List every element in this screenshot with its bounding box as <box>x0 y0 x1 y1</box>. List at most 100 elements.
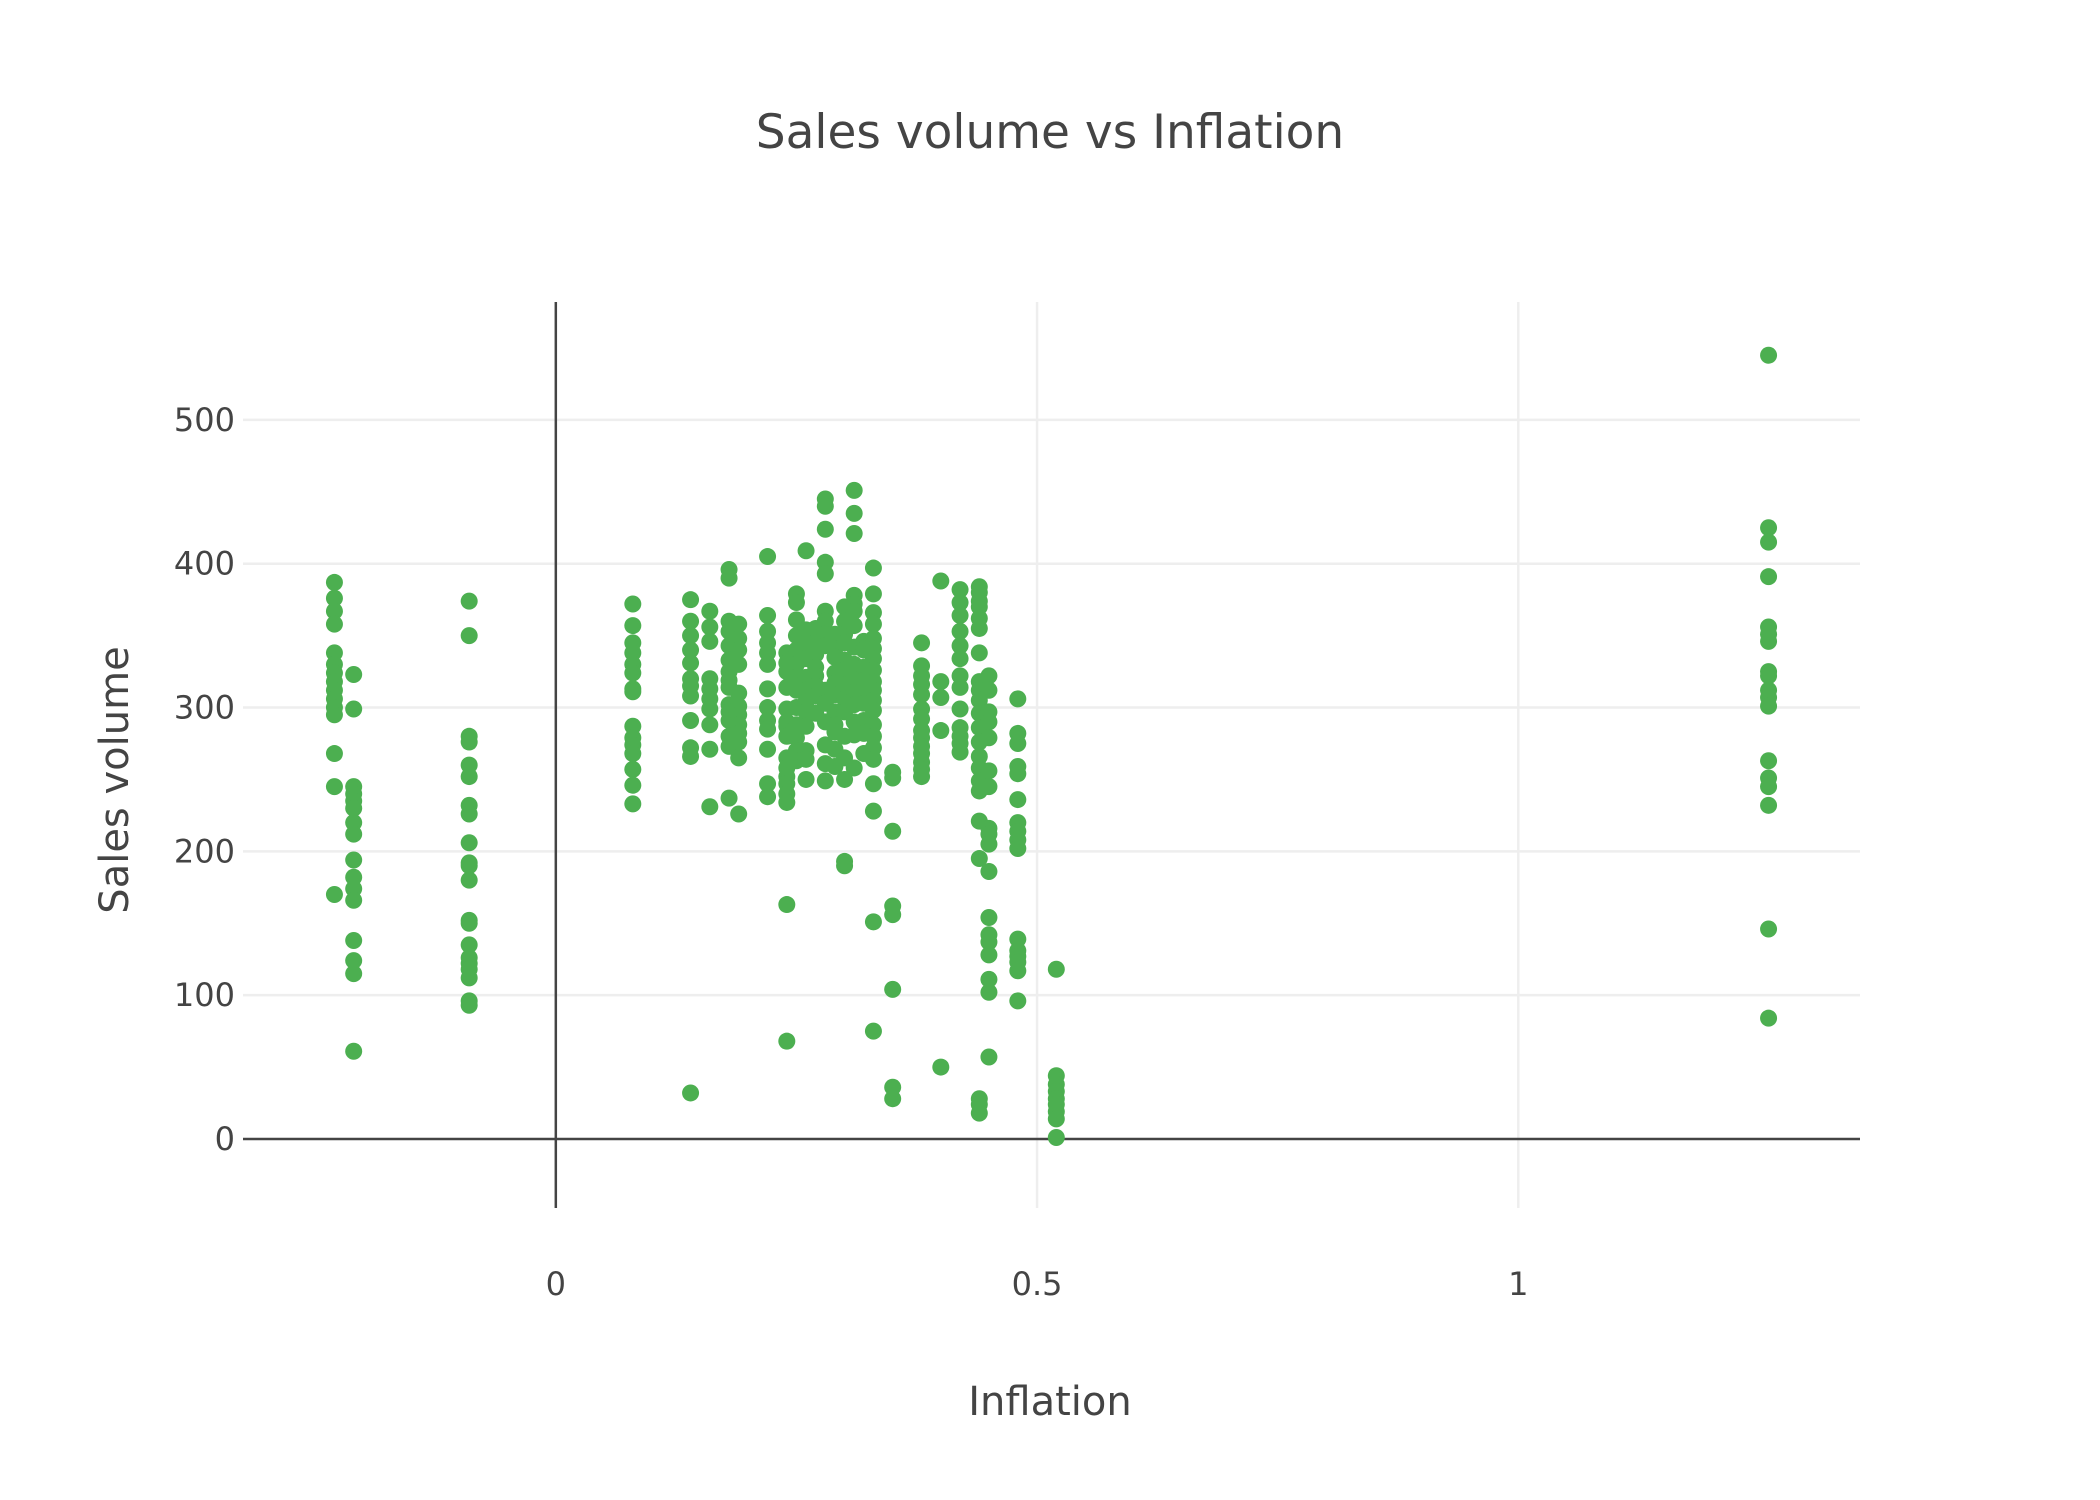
y-axis-title: Sales volume <box>92 646 138 913</box>
data-point <box>845 617 863 635</box>
data-point <box>836 770 854 788</box>
data-point <box>759 720 777 738</box>
data-point <box>980 681 998 699</box>
data-point <box>1009 791 1027 809</box>
data-point <box>1009 962 1027 980</box>
data-point <box>864 1022 882 1040</box>
data-point <box>325 573 343 591</box>
data-point <box>682 687 700 705</box>
data-point <box>845 525 863 543</box>
data-point <box>970 1104 988 1122</box>
data-point <box>345 891 363 909</box>
data-point <box>460 805 478 823</box>
data-point <box>1760 778 1778 796</box>
data-point <box>951 743 969 761</box>
data-point <box>460 914 478 932</box>
data-point <box>730 805 748 823</box>
data-point <box>682 591 700 609</box>
data-point <box>1009 765 1027 783</box>
data-point <box>460 969 478 987</box>
data-point <box>345 965 363 983</box>
data-point <box>980 946 998 964</box>
data-point <box>759 740 777 758</box>
data-point <box>460 871 478 889</box>
data-point <box>980 713 998 731</box>
data-point <box>1047 960 1065 978</box>
data-point <box>345 665 363 683</box>
data-point <box>345 952 363 970</box>
data-point <box>816 612 834 630</box>
data-point <box>1047 1110 1065 1128</box>
data-point <box>1760 1009 1778 1027</box>
data-point <box>980 983 998 1001</box>
data-point <box>932 688 950 706</box>
data-point <box>325 885 343 903</box>
data-point <box>951 594 969 612</box>
data-point <box>845 504 863 522</box>
data-point <box>951 700 969 718</box>
data-point <box>797 542 815 560</box>
data-point <box>951 581 969 599</box>
data-point <box>816 565 834 583</box>
data-point <box>980 970 998 988</box>
data-point <box>980 862 998 880</box>
data-point <box>1760 796 1778 814</box>
data-point <box>624 595 642 613</box>
data-point <box>624 683 642 701</box>
data-point <box>682 654 700 672</box>
data-point <box>624 745 642 763</box>
data-point <box>345 700 363 718</box>
data-point <box>460 627 478 645</box>
data-point <box>1760 346 1778 364</box>
data-point <box>913 634 931 652</box>
data-point <box>932 1058 950 1076</box>
data-point <box>460 996 478 1014</box>
data-point <box>864 701 882 719</box>
data-point <box>778 896 796 914</box>
data-point <box>730 641 748 659</box>
data-point <box>864 913 882 931</box>
data-point <box>951 678 969 696</box>
data-point <box>1009 992 1027 1010</box>
data-point <box>460 936 478 954</box>
data-point <box>845 602 863 620</box>
data-point <box>884 822 902 840</box>
data-point <box>701 740 719 758</box>
y-tick-label: 400 <box>174 545 235 583</box>
data-point <box>325 778 343 796</box>
data-point <box>980 933 998 951</box>
data-point <box>932 572 950 590</box>
data-point <box>325 615 343 633</box>
data-point <box>1009 734 1027 752</box>
data-point <box>759 607 777 625</box>
data-point <box>624 664 642 682</box>
x-axis-title: Inflation <box>968 1379 1131 1425</box>
data-point <box>797 770 815 788</box>
data-point <box>836 857 854 875</box>
data-point <box>797 750 815 768</box>
data-point <box>787 729 805 747</box>
data-point <box>970 644 988 662</box>
data-point <box>1760 920 1778 938</box>
data-point <box>787 594 805 612</box>
data-point <box>970 850 988 868</box>
data-point <box>980 778 998 796</box>
data-point <box>460 733 478 751</box>
data-point <box>345 799 363 817</box>
data-point <box>682 612 700 630</box>
y-tick-label: 200 <box>174 832 235 870</box>
data-point <box>980 835 998 853</box>
data-point <box>797 717 815 735</box>
data-point <box>345 932 363 950</box>
data-point <box>864 750 882 768</box>
data-point <box>980 909 998 927</box>
data-point <box>951 637 969 655</box>
data-point <box>624 776 642 794</box>
data-point <box>845 481 863 499</box>
data-point <box>1760 752 1778 770</box>
data-point <box>682 641 700 659</box>
data-point <box>759 548 777 566</box>
tick-labels: 0 0.5 1 0 100 200 300 400 500 <box>174 401 1529 1303</box>
x-tick-label: 1 <box>1508 1265 1528 1303</box>
